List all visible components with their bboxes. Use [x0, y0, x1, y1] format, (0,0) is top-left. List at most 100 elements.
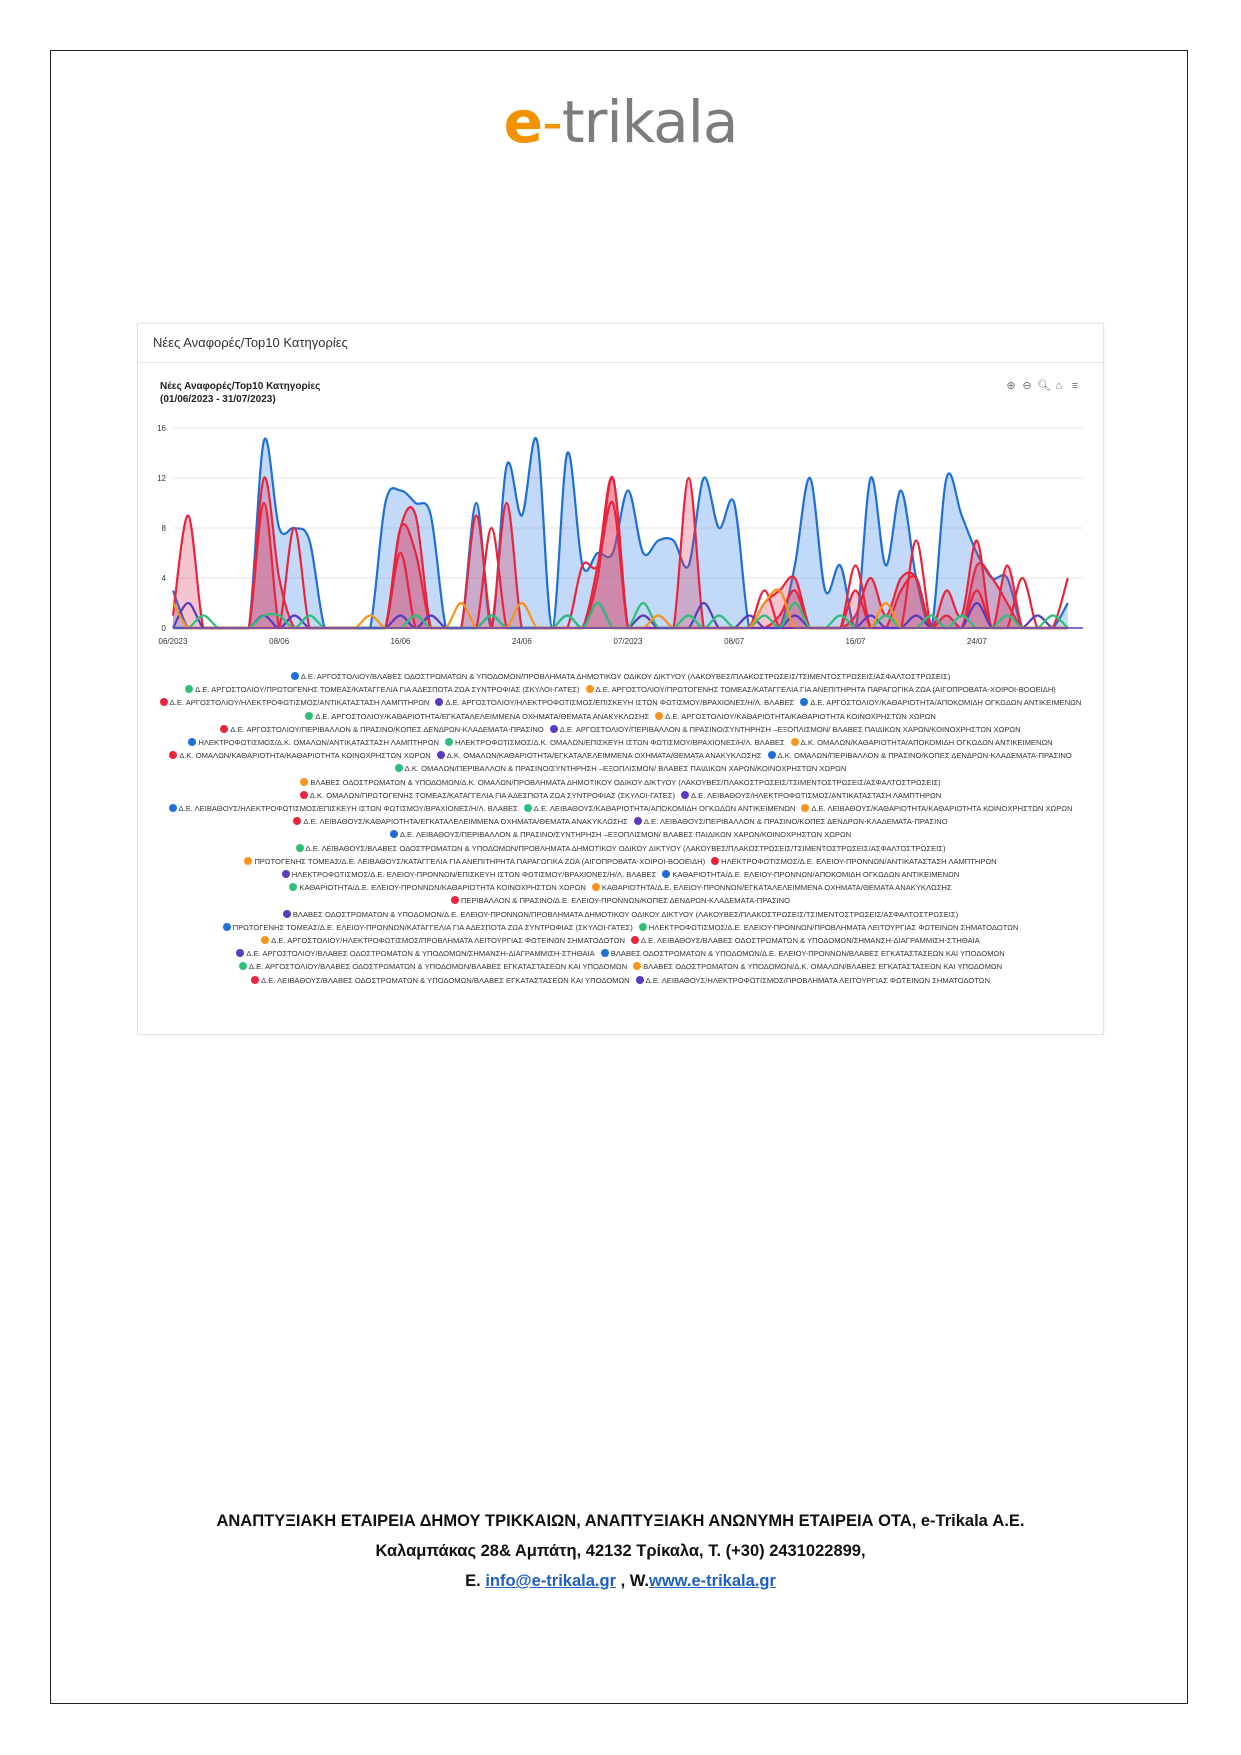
legend-marker-icon	[300, 777, 309, 786]
legend-marker-icon	[169, 751, 178, 760]
legend-marker-icon	[523, 804, 532, 813]
chart-card: Νέες Αναφορές/Top10 Κατηγορίες Νέες Αναφ…	[137, 323, 1104, 1035]
legend-item[interactable]: Δ.Ε. ΛΕΙΒΑΘΟΥΣ/ΠΕΡΙΒΑΛΛΟΝ & ΠΡΑΣΙΝΟ/ΚΟΠΕ…	[633, 815, 948, 828]
legend-item[interactable]: ΗΛΕΚΤΡΟΦΩΤΙΣΜΟΣ/Δ.Ε. ΕΛΕΙΟΥ-ΠΡΟΝΝΩΝ/ΑΝΤΙ…	[711, 855, 997, 868]
legend-item[interactable]: ΒΛΑΒΕΣ ΟΔΟΣΤΡΩΜΑΤΩΝ & ΥΠΟΔΟΜΩΝ/Δ.Κ. ΟΜΑΛ…	[633, 960, 1002, 973]
home-icon[interactable]: ⌂	[1055, 380, 1063, 392]
legend-item[interactable]: ΠΕΡΙΒΑΛΛΟΝ & ΠΡΑΣΙΝΟ/Δ.Ε. ΕΛΕΙΟΥ-ΠΡΟΝΝΩΝ…	[450, 894, 790, 907]
x-tick-label: 16/06	[390, 637, 411, 646]
legend-label: Δ.Ε. ΑΡΓΟΣΤΟΛΙΟΥ/ΠΡΩΤΟΓΕΝΗΣ ΤΟΜΕΑΣ/ΚΑΤΑΓ…	[595, 685, 1056, 695]
legend-item[interactable]: Δ.Ε. ΛΕΙΒΑΘΟΥΣ/ΒΛΑΒΕΣ ΟΔΟΣΤΡΩΜΑΤΩΝ & ΥΠΟ…	[630, 934, 980, 947]
legend-item[interactable]: ΗΛΕΚΤΡΟΦΩΤΙΣΜΟΣ/Δ.Ε. ΕΛΕΙΟΥ-ΠΡΟΝΝΩΝ/ΠΡΟΒ…	[638, 921, 1018, 934]
legend-item[interactable]: Δ.Ε. ΑΡΓΟΣΤΟΛΙΟΥ/ΒΛΑΒΕΣ ΟΔΟΣΤΡΩΜΑΤΩΝ & Υ…	[238, 960, 628, 973]
legend-label: ΠΡΩΤΟΓΕΝΗΣ ΤΟΜΕΑΣ/Δ.Ε. ΛΕΙΒΑΘΟΥΣ/ΚΑΤΑΓΓΕ…	[254, 856, 706, 866]
legend-item[interactable]: ΠΡΩΤΟΓΕΝΗΣ ΤΟΜΕΑΣ/Δ.Ε. ΕΛΕΙΟΥ-ΠΡΟΝΝΩΝ/ΚΑ…	[222, 921, 633, 934]
legend-item[interactable]: Δ.Ε. ΛΕΙΒΑΘΟΥΣ/ΚΑΘΑΡΙΟΤΗΤΑ/ΑΠΟΚΟΜΙΔΗ ΟΓΚ…	[523, 802, 795, 815]
legend-item[interactable]: Δ.Ε. ΑΡΓΟΣΤΟΛΙΟΥ/ΚΑΘΑΡΙΟΤΗΤΑ/ΚΑΘΑΡΙΟΤΗΤΑ…	[655, 710, 936, 723]
legend-item[interactable]: Δ.Ε. ΑΡΓΟΣΤΟΛΙΟΥ/ΒΛΑΒΕΣ ΟΔΟΣΤΡΩΜΑΤΩΝ & Υ…	[290, 670, 950, 683]
y-tick-label: 16	[157, 424, 166, 433]
legend-marker-icon	[585, 685, 594, 694]
legend-item[interactable]: Δ.Ε. ΛΕΙΒΑΘΟΥΣ/ΗΛΕΚΤΡΟΦΩΤΙΣΜΟΣ/ΑΝΤΙΚΑΤΑΣ…	[681, 789, 941, 802]
legend-item[interactable]: Δ.Κ. ΟΜΑΛΩΝ/ΠΕΡΙΒΑΛΛΟΝ & ΠΡΑΣΙΝΟ/ΚΟΠΕΣ Δ…	[767, 749, 1072, 762]
legend-item[interactable]: ΗΛΕΚΤΡΟΦΩΤΙΣΜΟΣ/Δ.Κ. ΟΜΑΛΩΝ/ΑΝΤΙΚΑΤΑΣΤΑΣ…	[188, 736, 439, 749]
chart-legend: Δ.Ε. ΑΡΓΟΣΤΟΛΙΟΥ/ΒΛΑΒΕΣ ΟΔΟΣΤΡΩΜΑΤΩΝ & Υ…	[148, 670, 1093, 987]
legend-item[interactable]: Δ.Ε. ΑΡΓΟΣΤΟΛΙΟΥ/ΗΛΕΚΤΡΟΦΩΤΙΣΜΟΣ/ΕΠΙΣΚΕΥ…	[435, 696, 794, 709]
legend-item[interactable]: Δ.Ε. ΑΡΓΟΣΤΟΛΙΟΥ/ΠΡΩΤΟΓΕΝΗΣ ΤΟΜΕΑΣ/ΚΑΤΑΓ…	[585, 683, 1056, 696]
zoom-out-icon[interactable]: ⊖	[1022, 380, 1032, 392]
legend-item[interactable]: Δ.Ε. ΑΡΓΟΣΤΟΛΙΟΥ/ΚΑΘΑΡΙΟΤΗΤΑ/ΕΓΚΑΤΑΛΕΛΕΙ…	[305, 710, 649, 723]
legend-item[interactable]: Δ.Ε. ΛΕΙΒΑΘΟΥΣ/ΗΛΕΚΤΡΟΦΩΤΙΣΜΟΣ/ΠΡΟΒΛΗΜΑΤ…	[635, 974, 990, 987]
legend-item[interactable]: Δ.Κ. ΟΜΑΛΩΝ/ΚΑΘΑΡΙΟΤΗΤΑ/ΚΑΘΑΡΙΟΤΗΤΑ ΚΟΙΝ…	[169, 749, 431, 762]
legend-item[interactable]: ΚΑΘΑΡΙΟΤΗΤΑ/Δ.Ε. ΕΛΕΙΟΥ-ΠΡΟΝΝΩΝ/ΕΓΚΑΤΑΛΕ…	[591, 881, 952, 894]
legend-item[interactable]: ΗΛΕΚΤΡΟΦΩΤΙΣΜΟΣ/Δ.Ε. ΕΛΕΙΟΥ-ΠΡΟΝΝΩΝ/ΕΠΙΣ…	[281, 868, 657, 881]
legend-item[interactable]: Δ.Ε. ΛΕΙΒΑΘΟΥΣ/ΗΛΕΚΤΡΟΦΩΤΙΣΜΟΣ/ΕΠΙΣΚΕΥΗ …	[168, 802, 518, 815]
legend-item[interactable]: ΒΛΑΒΕΣ ΟΔΟΣΤΡΩΜΑΤΩΝ & ΥΠΟΔΟΜΩΝ/Δ.Κ. ΟΜΑΛ…	[300, 776, 941, 789]
footer-email-link[interactable]: info@e-trikala.gr	[485, 1572, 617, 1590]
legend-marker-icon	[549, 724, 558, 733]
legend-label: Δ.Ε. ΛΕΙΒΑΘΟΥΣ/ΠΕΡΙΒΑΛΛΟΝ & ΠΡΑΣΙΝΟ/ΚΟΠΕ…	[643, 817, 948, 827]
legend-item[interactable]: ΒΛΑΒΕΣ ΟΔΟΣΤΡΩΜΑΤΩΝ & ΥΠΟΔΟΜΩΝ/Δ.Ε. ΕΛΕΙ…	[282, 908, 958, 921]
legend-item[interactable]: ΗΛΕΚΤΡΟΦΩΤΙΣΜΟΣ/Δ.Κ. ΟΜΑΛΩΝ/ΕΠΙΣΚΕΥΗ ΙΣΤ…	[444, 736, 785, 749]
legend-item[interactable]: Δ.Ε. ΑΡΓΟΣΤΟΛΙΟΥ/ΠΕΡΙΒΑΛΛΟΝ & ΠΡΑΣΙΝΟ/ΚΟ…	[220, 723, 544, 736]
legend-item[interactable]: ΚΑΘΑΡΙΟΤΗΤΑ/Δ.Ε. ΕΛΕΙΟΥ-ΠΡΟΝΝΩΝ/ΑΠΟΚΟΜΙΔ…	[662, 868, 959, 881]
legend-label: Δ.Κ. ΟΜΑΛΩΝ/ΠΕΡΙΒΑΛΛΟΝ & ΠΡΑΣΙΝΟ/ΚΟΠΕΣ Δ…	[777, 751, 1072, 761]
legend-item[interactable]: Δ.Ε. ΑΡΓΟΣΤΟΛΙΟΥ/ΠΡΩΤΟΓΕΝΗΣ ΤΟΜΕΑΣ/ΚΑΤΑΓ…	[185, 683, 580, 696]
legend-item[interactable]: Δ.Ε. ΑΡΓΟΣΤΟΛΙΟΥ/ΚΑΘΑΡΙΟΤΗΤΑ/ΑΠΟΚΟΜΙΔΗ Ο…	[800, 696, 1081, 709]
legend-label: Δ.Ε. ΑΡΓΟΣΤΟΛΙΟΥ/ΠΡΩΤΟΓΕΝΗΣ ΤΟΜΕΑΣ/ΚΑΤΑΓ…	[195, 685, 580, 695]
legend-label: ΗΛΕΚΤΡΟΦΩΤΙΣΜΟΣ/Δ.Ε. ΕΛΕΙΟΥ-ΠΡΟΝΝΩΝ/ΕΠΙΣ…	[291, 870, 657, 880]
zoom-select-icon[interactable]: 🔍︎	[1037, 380, 1051, 392]
chart-title: Νέες Αναφορές/Top10 Κατηγορίες (01/06/20…	[160, 380, 320, 406]
legend-marker-icon	[600, 949, 609, 958]
x-tick-label: 06/2023	[159, 637, 188, 646]
area-chart: 0 4 8 12 16 06/2023 08/06 16/06 24/06 07/2023 08/0…	[157, 424, 1083, 646]
legend-item[interactable]: ΚΑΘΑΡΙΟΤΗΤΑ/Δ.Ε. ΕΛΕΙΟΥ-ΠΡΟΝΝΩΝ/ΚΑΘΑΡΙΟΤ…	[289, 881, 586, 894]
legend-label: Δ.Κ. ΟΜΑΛΩΝ/ΚΑΘΑΡΙΟΤΗΤΑ/ΚΑΘΑΡΙΟΤΗΤΑ ΚΟΙΝ…	[179, 751, 431, 761]
legend-item[interactable]: Δ.Ε. ΑΡΓΟΣΤΟΛΙΟΥ/ΗΛΕΚΤΡΟΦΩΤΙΣΜΟΣ/ΑΝΤΙΚΑΤ…	[159, 696, 429, 709]
legend-item[interactable]: Δ.Ε. ΛΕΙΒΑΘΟΥΣ/ΒΛΑΒΕΣ ΟΔΟΣΤΡΩΜΑΤΩΝ & ΥΠΟ…	[295, 842, 946, 855]
legend-item[interactable]: ΠΡΩΤΟΓΕΝΗΣ ΤΟΜΕΑΣ/Δ.Ε. ΛΕΙΒΑΘΟΥΣ/ΚΑΤΑΓΓΕ…	[244, 855, 705, 868]
legend-label: ΠΡΩΤΟΓΕΝΗΣ ΤΟΜΕΑΣ/Δ.Ε. ΕΛΕΙΟΥ-ΠΡΟΝΝΩΝ/ΚΑ…	[232, 922, 633, 932]
x-tick-label: 24/07	[967, 637, 988, 646]
legend-marker-icon	[168, 804, 177, 813]
legend-label: Δ.Κ. ΟΜΑΛΩΝ/ΠΕΡΙΒΑΛΛΟΝ & ΠΡΑΣΙΝΟ/ΣΥΝΤΗΡΗ…	[404, 764, 847, 774]
card-header: Νέες Αναφορές/Top10 Κατηγορίες	[138, 324, 1103, 363]
legend-item[interactable]: Δ.Κ. ΟΜΑΛΩΝ/ΚΑΘΑΡΙΟΤΗΤΑ/ΕΓΚΑΤΑΛΕΛΕΙΜΜΕΝΑ…	[436, 749, 762, 762]
x-tick-label: 07/2023	[614, 637, 643, 646]
legend-marker-icon	[633, 962, 642, 971]
footer-web-link[interactable]: www.e-trikala.gr	[649, 1572, 776, 1590]
legend-item[interactable]: Δ.Ε. ΑΡΓΟΣΤΟΛΙΟΥ/ΠΕΡΙΒΑΛΛΟΝ & ΠΡΑΣΙΝΟ/ΣΥ…	[549, 723, 1021, 736]
footer-address: Καλαμπάκας 28& Αμπάτη, 42132 Τρίκαλα, Τ.…	[375, 1542, 866, 1560]
legend-marker-icon	[655, 711, 664, 720]
legend-item[interactable]: Δ.Κ. ΟΜΑΛΩΝ/ΚΑΘΑΡΙΟΤΗΤΑ/ΑΠΟΚΟΜΙΔΗ ΟΓΚΩΔΩ…	[790, 736, 1053, 749]
legend-item[interactable]: Δ.Κ. ΟΜΑΛΩΝ/ΠΡΩΤΟΓΕΝΗΣ ΤΟΜΕΑΣ/ΚΑΤΑΓΓΕΛΙΑ…	[299, 789, 675, 802]
logo-e: e	[503, 88, 543, 156]
chart-title-line2: (01/06/2023 - 31/07/2023)	[160, 394, 276, 405]
legend-label: Δ.Κ. ΟΜΑΛΩΝ/ΚΑΘΑΡΙΟΤΗΤΑ/ΕΓΚΑΤΑΛΕΛΕΙΜΜΕΝΑ…	[446, 751, 762, 761]
legend-label: Δ.Ε. ΑΡΓΟΣΤΟΛΙΟΥ/ΠΕΡΙΒΑΛΛΟΝ & ΠΡΑΣΙΝΟ/ΣΥ…	[559, 724, 1021, 734]
legend-label: ΒΛΑΒΕΣ ΟΔΟΣΤΡΩΜΑΤΩΝ & ΥΠΟΔΟΜΩΝ/Δ.Ε. ΕΛΕΙ…	[610, 949, 1005, 959]
menu-icon[interactable]: ≡	[1071, 380, 1079, 392]
legend-label: Δ.Ε. ΛΕΙΒΑΘΟΥΣ/ΗΛΕΚΤΡΟΦΩΤΙΣΜΟΣ/ΑΝΤΙΚΑΤΑΣ…	[691, 790, 942, 800]
legend-item[interactable]: Δ.Ε. ΛΕΙΒΑΘΟΥΣ/ΒΛΑΒΕΣ ΟΔΟΣΤΡΩΜΑΤΩΝ & ΥΠΟ…	[251, 974, 630, 987]
legend-item[interactable]: ΒΛΑΒΕΣ ΟΔΟΣΤΡΩΜΑΤΩΝ & ΥΠΟΔΟΜΩΝ/Δ.Ε. ΕΛΕΙ…	[600, 947, 1005, 960]
legend-marker-icon	[293, 817, 302, 826]
legend-marker-icon	[394, 764, 403, 773]
zoom-in-icon[interactable]: ⊕	[1006, 380, 1016, 392]
legend-marker-icon	[790, 738, 799, 747]
legend-item[interactable]: Δ.Ε. ΛΕΙΒΑΘΟΥΣ/ΚΑΘΑΡΙΟΤΗΤΑ/ΚΑΘΑΡΙΟΤΗΤΑ Κ…	[801, 802, 1072, 815]
legend-item[interactable]: Δ.Ε. ΛΕΙΒΑΘΟΥΣ/ΚΑΘΑΡΙΟΤΗΤΑ/ΕΓΚΑΤΑΛΕΛΕΙΜΜ…	[293, 815, 628, 828]
legend-label: Δ.Ε. ΑΡΓΟΣΤΟΛΙΟΥ/ΒΛΑΒΕΣ ΟΔΟΣΤΡΩΜΑΤΩΝ & Υ…	[248, 962, 628, 972]
legend-item[interactable]: Δ.Ε. ΑΡΓΟΣΤΟΛΙΟΥ/ΒΛΑΒΕΣ ΟΔΟΣΤΡΩΜΑΤΩΝ & Υ…	[236, 947, 595, 960]
legend-label: ΗΛΕΚΤΡΟΦΩΤΙΣΜΟΣ/Δ.Ε. ΕΛΕΙΟΥ-ΠΡΟΝΝΩΝ/ΑΝΤΙ…	[721, 856, 997, 866]
legend-label: Δ.Ε. ΑΡΓΟΣΤΟΛΙΟΥ/ΒΛΑΒΕΣ ΟΔΟΣΤΡΩΜΑΤΩΝ & Υ…	[246, 949, 595, 959]
legend-marker-icon	[261, 936, 270, 945]
footer-company: ΑΝΑΠΤΥΞΙΑΚΗ ΕΤΑΙΡΕΙΑ ΔΗΜΟΥ ΤΡΙΚΚΑΙΩΝ, ΑΝ…	[216, 1512, 1025, 1530]
legend-item[interactable]: Δ.Ε. ΑΡΓΟΣΤΟΛΙΟΥ/ΗΛΕΚΤΡΟΦΩΤΙΣΜΟΣ/ΠΡΟΒΛΗΜ…	[261, 934, 625, 947]
legend-label: Δ.Ε. ΛΕΙΒΑΘΟΥΣ/ΒΛΑΒΕΣ ΟΔΟΣΤΡΩΜΑΤΩΝ & ΥΠΟ…	[305, 843, 946, 853]
legend-marker-icon	[450, 896, 459, 905]
legend-marker-icon	[244, 856, 253, 865]
legend-marker-icon	[159, 698, 168, 707]
legend-item[interactable]: Δ.Ε. ΛΕΙΒΑΘΟΥΣ/ΠΕΡΙΒΑΛΛΟΝ & ΠΡΑΣΙΝΟ/ΣΥΝΤ…	[389, 828, 851, 841]
legend-item[interactable]: Δ.Κ. ΟΜΑΛΩΝ/ΠΕΡΙΒΑΛΛΟΝ & ΠΡΑΣΙΝΟ/ΣΥΝΤΗΡΗ…	[394, 762, 847, 775]
y-tick-label: 12	[157, 474, 166, 483]
